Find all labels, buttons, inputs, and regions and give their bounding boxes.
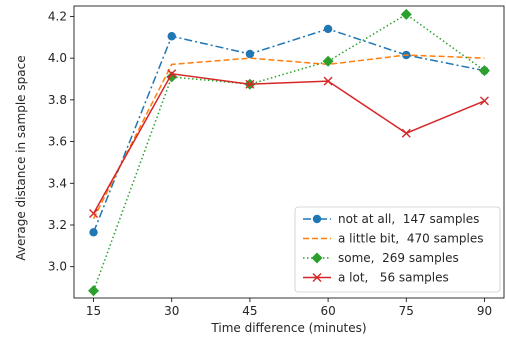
series-1 (92, 54, 485, 220)
data-point (323, 24, 333, 34)
legend: not at all, 147 samples a little bit, 470… (294, 206, 501, 293)
x-tick-label: 90 (477, 304, 492, 318)
plot-frame (73, 5, 505, 299)
data-point (245, 49, 255, 59)
x-marker-stroke (323, 76, 333, 86)
x-tick-label: 45 (242, 304, 257, 318)
series-line (92, 72, 485, 214)
y-tick-label: 4.2 (48, 9, 67, 23)
x-tick-label: 15 (86, 304, 101, 318)
data-point (322, 55, 334, 67)
y-tick-label: 3.2 (48, 218, 67, 232)
y-tick-label: 3.8 (48, 93, 67, 107)
legend-box (294, 206, 501, 293)
legend-item-1: a little bit, 470 samples (303, 232, 483, 246)
data-point (401, 128, 411, 138)
x-tick-label: 30 (164, 304, 179, 318)
legend-label: a little bit, 470 samples (338, 232, 483, 246)
data-point (400, 8, 412, 20)
legend-marker (311, 252, 323, 264)
data-point (167, 69, 177, 79)
x-marker-stroke (312, 273, 322, 282)
x-marker-stroke (401, 128, 411, 138)
data-point (245, 79, 255, 89)
series-line (92, 28, 485, 233)
x-tick-label: 75 (399, 304, 414, 318)
legend-label: not at all, 147 samples (338, 212, 479, 226)
series-0 (89, 24, 489, 237)
x-marker-stroke (167, 69, 177, 79)
legend-item-2: some, 269 samples (303, 251, 459, 265)
y-tick-label: 3.4 (48, 176, 67, 190)
data-point (478, 65, 490, 77)
data-point (479, 96, 489, 106)
series-3 (89, 69, 489, 219)
axes: 15 30 45 60 75 90 3.0 3.2 3.4 3.6 3.8 4.0 4.2 (48, 5, 505, 318)
x-tick-label: 60 (320, 304, 335, 318)
data-point (167, 32, 176, 41)
legend-item-0: not at all, 147 samples (303, 212, 479, 226)
data-point (88, 285, 100, 297)
x-axis-label: Time difference (minutes) (210, 321, 366, 335)
series-line (92, 54, 485, 220)
x-marker-stroke (89, 209, 99, 219)
legend-item-3: a lot, 56 samples (303, 271, 449, 285)
data-point (89, 209, 99, 219)
data-point (323, 76, 333, 86)
y-tick-label: 4.0 (48, 51, 67, 65)
plot-area (88, 8, 490, 297)
y-axis-label: Average distance in sample space (14, 55, 28, 260)
legend-marker (312, 214, 322, 224)
data-point (89, 228, 98, 237)
legend-label: a lot, 56 samples (338, 271, 449, 285)
x-marker-stroke (479, 96, 489, 106)
legend-marker (312, 273, 322, 282)
y-tick-label: 3.0 (48, 260, 67, 274)
legend-label: some, 269 samples (338, 251, 459, 265)
x-marker-stroke (245, 79, 255, 89)
y-tick-label: 3.6 (48, 135, 67, 149)
